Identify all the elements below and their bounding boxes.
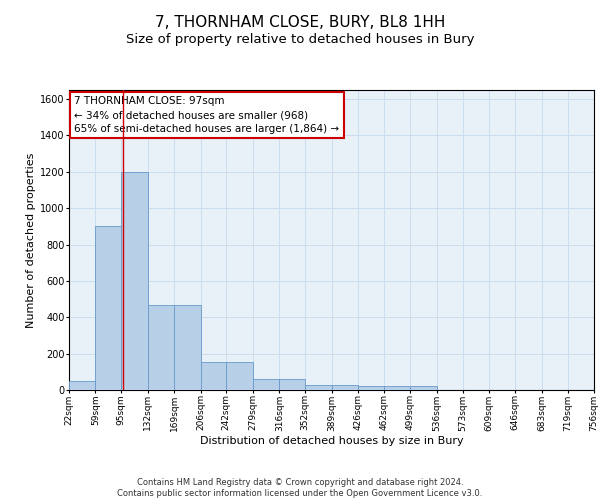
Bar xyxy=(331,384,358,390)
Bar xyxy=(148,304,174,390)
X-axis label: Distribution of detached houses by size in Bury: Distribution of detached houses by size … xyxy=(200,436,463,446)
Text: 7, THORNHAM CLOSE, BURY, BL8 1HH: 7, THORNHAM CLOSE, BURY, BL8 1HH xyxy=(155,15,445,30)
Bar xyxy=(200,362,226,390)
Bar xyxy=(95,226,121,390)
Bar xyxy=(358,386,384,390)
Bar xyxy=(121,172,148,390)
Y-axis label: Number of detached properties: Number of detached properties xyxy=(26,152,36,328)
Text: Contains HM Land Registry data © Crown copyright and database right 2024.
Contai: Contains HM Land Registry data © Crown c… xyxy=(118,478,482,498)
Bar xyxy=(174,304,200,390)
Bar xyxy=(305,384,331,390)
Bar xyxy=(226,362,253,390)
Bar xyxy=(253,379,279,390)
Bar xyxy=(69,381,95,390)
Bar xyxy=(410,386,437,390)
Text: Size of property relative to detached houses in Bury: Size of property relative to detached ho… xyxy=(126,32,474,46)
Bar xyxy=(279,379,305,390)
Text: 7 THORNHAM CLOSE: 97sqm
← 34% of detached houses are smaller (968)
65% of semi-d: 7 THORNHAM CLOSE: 97sqm ← 34% of detache… xyxy=(74,96,340,134)
Bar xyxy=(384,386,410,390)
